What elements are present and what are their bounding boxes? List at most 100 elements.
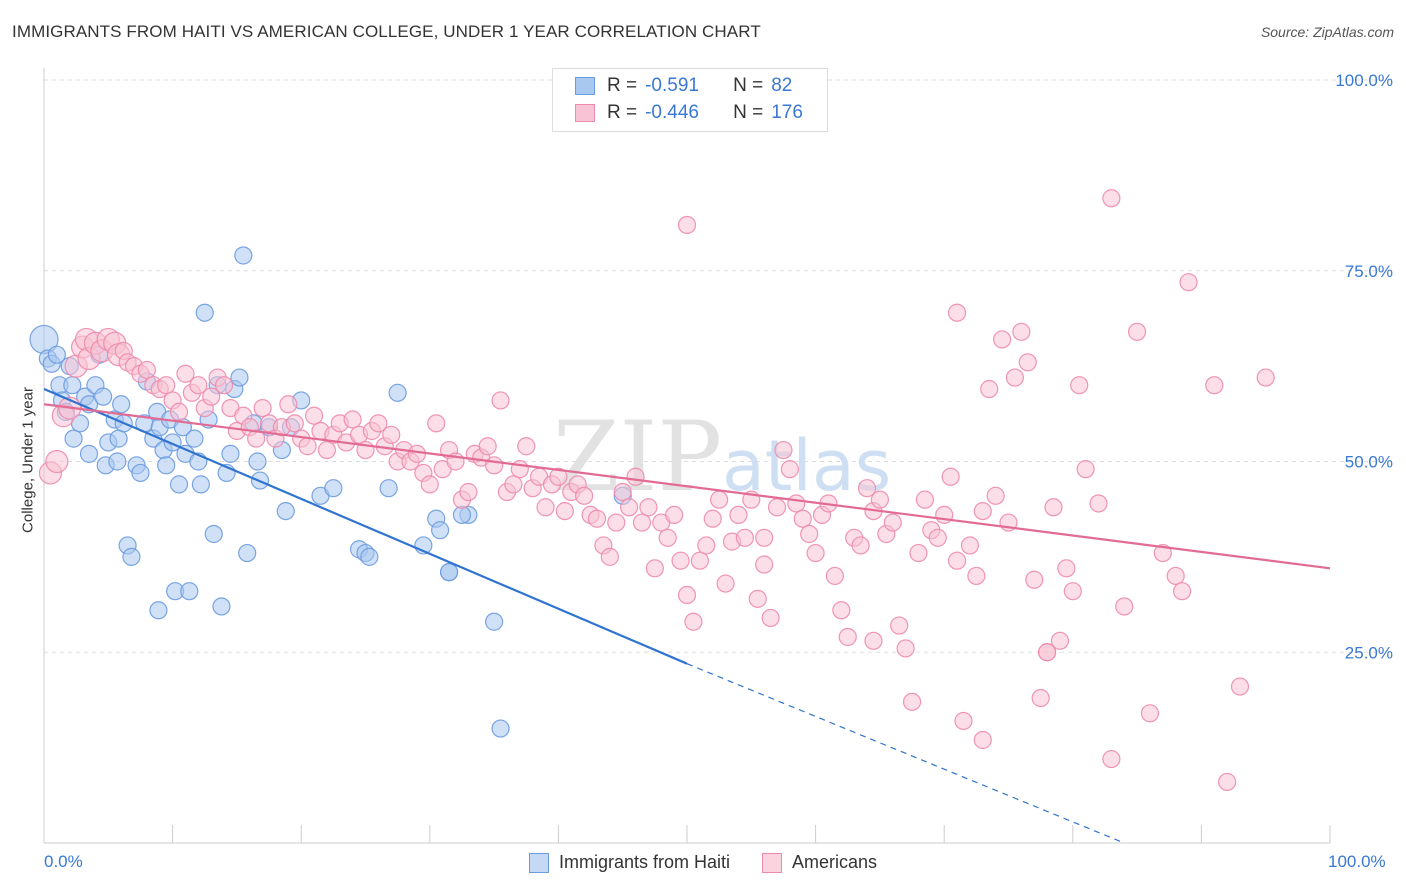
- americans-point: [1012, 322, 1031, 341]
- americans-point: [703, 509, 722, 528]
- haiti-point: [430, 521, 450, 540]
- americans-point: [382, 425, 401, 444]
- americans-point: [1205, 376, 1224, 395]
- americans-point: [1044, 498, 1063, 517]
- americans-point: [504, 475, 523, 494]
- americans-point: [960, 536, 980, 555]
- haiti-point: [79, 444, 99, 463]
- americans-point: [369, 414, 388, 433]
- haiti-point: [276, 501, 295, 521]
- legend-item-americans[interactable]: Americans: [762, 852, 877, 873]
- americans-point: [485, 456, 504, 475]
- americans-point: [343, 410, 362, 429]
- legend-label-haiti: Immigrants from Haiti: [558, 852, 730, 872]
- n-label: N =: [733, 102, 764, 123]
- americans-point: [137, 360, 156, 380]
- americans-point: [947, 551, 967, 570]
- americans-point: [684, 612, 703, 631]
- americans-point: [298, 437, 317, 456]
- americans-point: [658, 528, 677, 547]
- haiti-point: [221, 444, 240, 463]
- americans-point: [420, 475, 439, 494]
- americans-point: [587, 509, 607, 528]
- americans-point: [902, 692, 922, 711]
- americans-point: [973, 501, 992, 521]
- americans-point: [748, 589, 767, 608]
- haiti-point: [248, 452, 267, 471]
- americans-point: [1102, 189, 1121, 208]
- americans-point: [517, 437, 536, 456]
- haiti-point: [94, 387, 113, 406]
- americans-point: [665, 505, 684, 525]
- americans-point: [555, 501, 574, 521]
- americans-point: [1127, 322, 1147, 341]
- y-tick-label: 75.0%: [1345, 262, 1393, 281]
- americans-point: [279, 395, 298, 414]
- americans-point: [832, 601, 851, 620]
- americans-point: [941, 467, 960, 486]
- americans-point: [1179, 273, 1198, 292]
- americans-point: [800, 524, 819, 544]
- americans-point: [755, 528, 774, 547]
- americans-point: [407, 444, 427, 463]
- y-tick-label: 50.0%: [1345, 453, 1393, 472]
- americans-point: [620, 498, 639, 517]
- americans-point: [1218, 772, 1237, 792]
- americans-point: [857, 479, 877, 498]
- legend-item-haiti[interactable]: Immigrants from Haiti: [528, 852, 730, 873]
- americans-point: [774, 440, 793, 460]
- americans-point: [729, 505, 748, 525]
- americans-point: [1153, 543, 1172, 563]
- legend-swatch-americans: [762, 852, 782, 873]
- x-tick-max: 100.0%: [1328, 852, 1386, 871]
- americans-point: [1050, 631, 1070, 650]
- americans-point: [1057, 559, 1076, 578]
- legend-row-haiti: R = -0.591 N = 82: [575, 73, 792, 99]
- legend-swatch-americans: [575, 104, 595, 122]
- americans-point: [735, 528, 754, 547]
- n-label: N =: [733, 75, 764, 96]
- legend-row-americans: R = -0.446 N = 176: [575, 100, 803, 126]
- americans-point: [896, 639, 915, 658]
- americans-point: [214, 376, 234, 395]
- haiti-point: [204, 524, 223, 544]
- americans-point: [954, 711, 973, 731]
- source-label: Source: ZipAtlas.com: [1260, 24, 1394, 40]
- americans-point: [317, 440, 337, 460]
- americans-point: [890, 616, 909, 635]
- haiti-point: [234, 246, 253, 265]
- americans-point: [459, 482, 478, 502]
- americans-point: [838, 627, 857, 647]
- haiti-point: [191, 475, 210, 494]
- americans-point: [169, 402, 189, 422]
- chart-title: IMMIGRANTS FROM HAITI VS AMERICAN COLLEG…: [12, 22, 761, 41]
- americans-point: [645, 559, 664, 578]
- haiti-point: [47, 345, 66, 364]
- haiti-point: [238, 543, 257, 563]
- haiti-point: [452, 505, 472, 525]
- americans-point: [1166, 566, 1185, 586]
- americans-point: [992, 330, 1012, 349]
- americans-point: [613, 482, 632, 502]
- haiti-point: [157, 456, 176, 475]
- y-tick-label: 100.0%: [1335, 71, 1393, 90]
- n-value: 176: [771, 102, 803, 123]
- americans-point: [986, 486, 1005, 505]
- americans-point: [690, 551, 709, 570]
- americans-point: [189, 376, 208, 395]
- haiti-point: [131, 463, 150, 483]
- americans-point: [947, 303, 967, 322]
- americans-point: [761, 608, 780, 628]
- haiti-point: [108, 452, 127, 471]
- americans-point: [1025, 570, 1044, 589]
- haiti-point: [212, 597, 231, 616]
- americans-point: [45, 449, 69, 474]
- americans-point: [870, 490, 890, 509]
- americans-point: [793, 509, 812, 528]
- americans-point: [253, 398, 272, 418]
- americans-point: [915, 490, 935, 509]
- americans-point: [973, 730, 992, 750]
- americans-point: [1089, 494, 1108, 513]
- americans-point: [1037, 643, 1057, 662]
- series-legend: Immigrants from Haiti Americans: [0, 852, 1406, 873]
